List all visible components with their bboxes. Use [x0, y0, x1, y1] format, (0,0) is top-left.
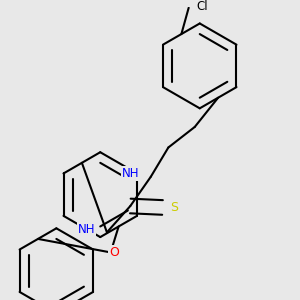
Text: NH: NH	[78, 223, 95, 236]
Text: S: S	[170, 201, 178, 214]
Text: Cl: Cl	[196, 0, 208, 13]
Text: NH: NH	[122, 167, 139, 180]
Text: O: O	[109, 246, 119, 259]
